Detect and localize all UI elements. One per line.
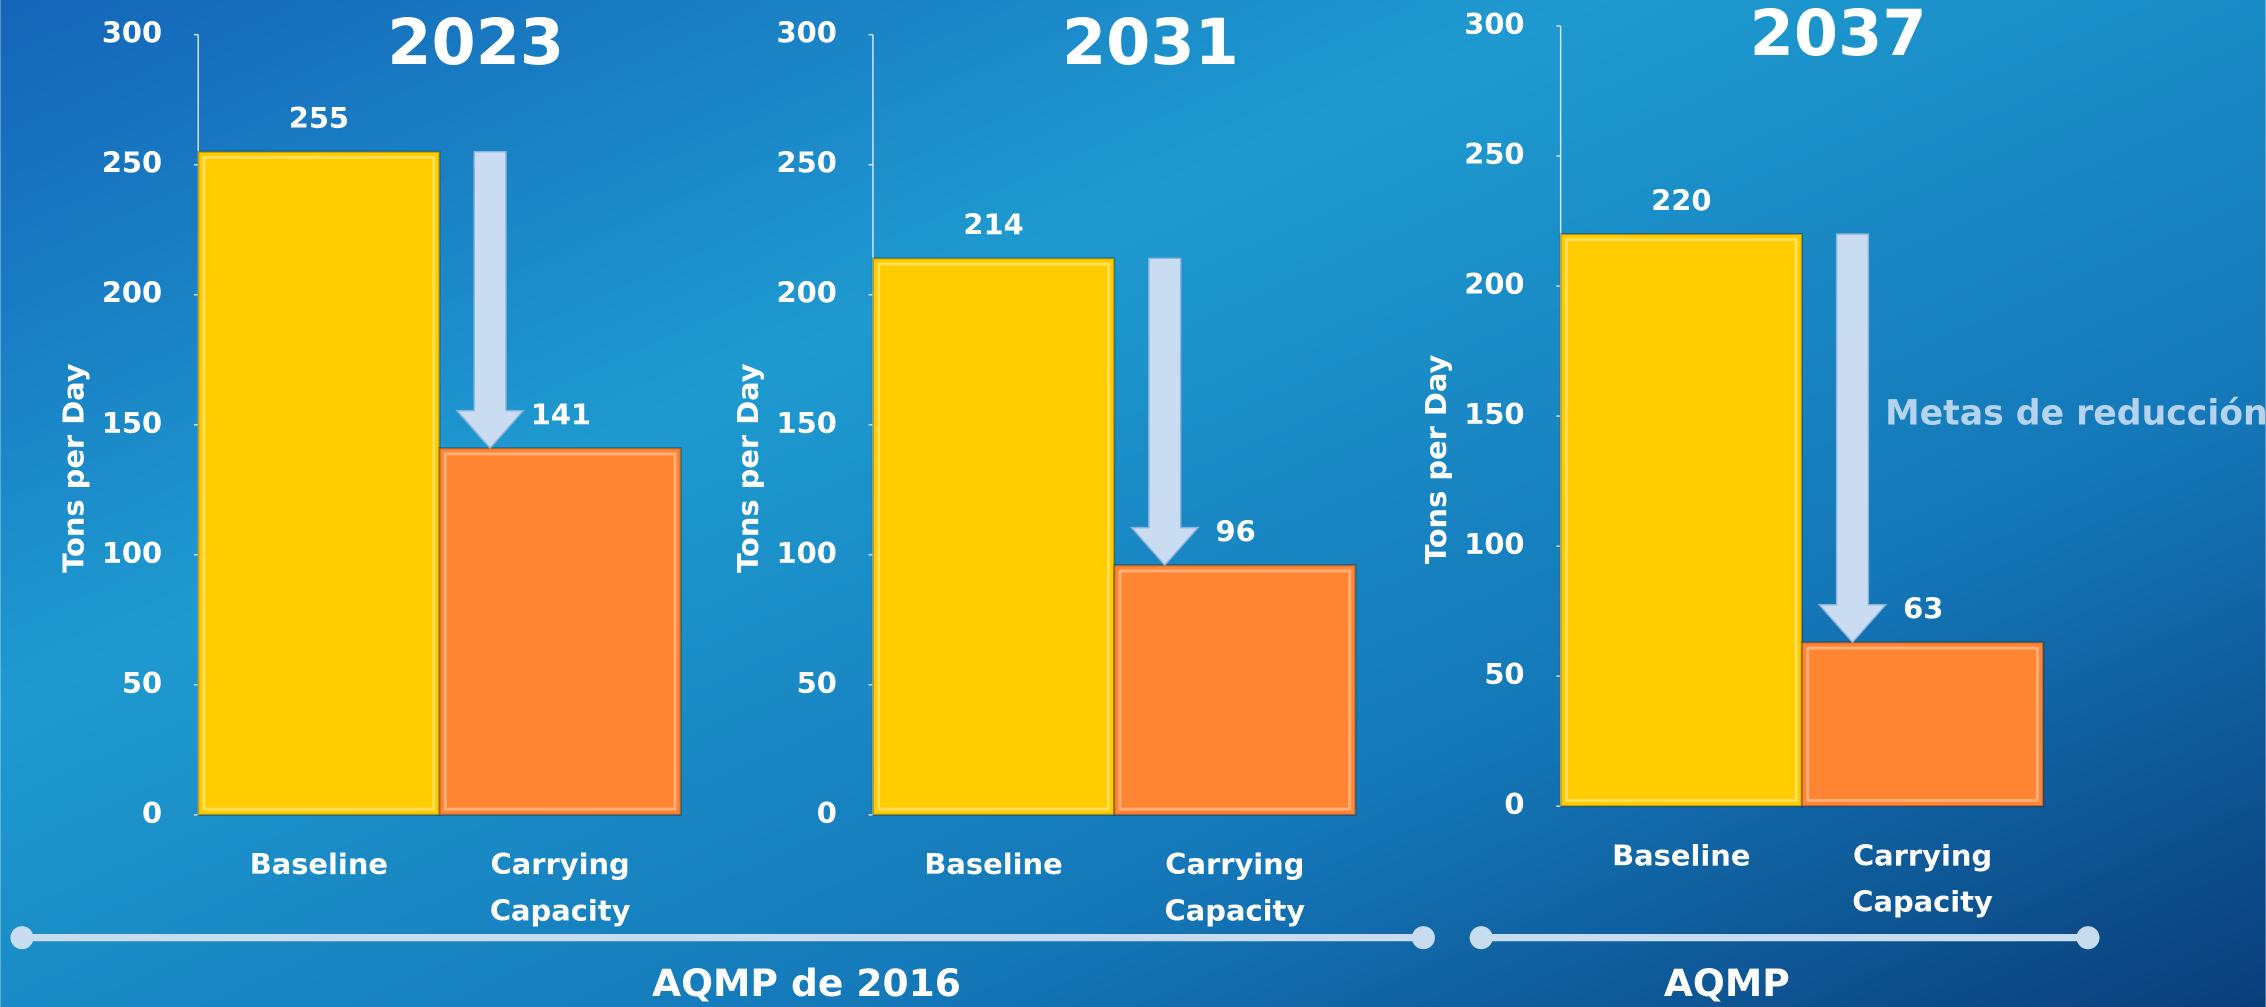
x-tick-label: Baseline — [249, 846, 389, 882]
y-tick-label: 200 — [777, 276, 837, 310]
value-label: 255 — [289, 101, 349, 135]
x-tick-label: Carrying Capacity — [1164, 846, 1306, 928]
reduction-arrow — [455, 150, 525, 450]
y-tick-label: 250 — [777, 146, 837, 180]
x-tick-label: Baseline — [1612, 837, 1751, 873]
reduction-label: Metas de reducción — [1885, 394, 2266, 434]
group-label: AQMP de 2016 — [652, 961, 961, 1005]
y-tick-label: 200 — [1464, 267, 1524, 301]
group-label: AQMP — [1664, 961, 1790, 1005]
x-tick-label-box: Baseline — [1612, 837, 1751, 873]
value-label: 214 — [963, 208, 1023, 242]
y-tick-label: 100 — [102, 536, 162, 570]
x-tick-label-box: Carrying Capacity — [1164, 846, 1306, 928]
y-tick-label: 50 — [1484, 657, 1524, 691]
chart-title: 2037 — [1750, 0, 1927, 70]
x-tick-label: Baseline — [924, 846, 1063, 882]
y-tick-label: 300 — [102, 16, 162, 50]
x-tick-label: Carrying Capacity — [489, 846, 631, 928]
bar-bevel — [1118, 569, 1352, 811]
y-tick-label: 0 — [142, 796, 162, 830]
x-tick-label: Carrying Capacity — [1852, 837, 1993, 919]
y-tick-label: 0 — [1504, 787, 1524, 821]
y-tick-label: 150 — [102, 406, 162, 440]
bar-bevel — [443, 452, 677, 811]
value-label: 220 — [1651, 183, 1711, 217]
bar-bevel — [202, 156, 436, 811]
y-tick-label: 100 — [777, 536, 837, 570]
y-tick-label: 150 — [777, 406, 837, 440]
bar — [1800, 641, 2045, 808]
chart-title: 2031 — [1062, 5, 1239, 79]
value-label: 96 — [1215, 514, 1255, 548]
y-tick-label: 50 — [122, 666, 162, 700]
bar-bevel — [1564, 238, 1798, 802]
bar — [1559, 232, 1804, 808]
y-tick-label: 250 — [102, 146, 162, 180]
reduction-arrow — [1129, 257, 1200, 567]
y-axis-label: Tons per Day — [731, 363, 765, 573]
bar — [438, 447, 682, 816]
y-tick-label: 100 — [1464, 527, 1524, 561]
x-tick-label-box: Baseline — [249, 846, 389, 882]
group-dot — [10, 926, 34, 950]
y-tick-label: 50 — [797, 666, 837, 700]
bar-bevel — [1806, 646, 2039, 802]
chart-title: 2023 — [387, 5, 564, 79]
y-tick-label: 150 — [1464, 397, 1524, 431]
bar — [197, 150, 441, 816]
y-tick-label: 300 — [777, 16, 837, 50]
group-dot — [2076, 926, 2100, 950]
value-label: 63 — [1903, 592, 1943, 626]
value-label: 141 — [531, 397, 591, 431]
x-tick-label-box: Carrying Capacity — [489, 846, 631, 928]
y-axis-label: Tons per Day — [1419, 355, 1453, 565]
x-tick-label-box: Baseline — [924, 846, 1063, 882]
group-dot — [1411, 926, 1435, 950]
y-tick-label: 200 — [102, 276, 162, 310]
bar — [871, 257, 1116, 816]
y-tick-label: 0 — [817, 796, 837, 830]
y-tick-label: 300 — [1464, 7, 1524, 41]
bar — [1113, 564, 1357, 816]
bar-bevel — [877, 262, 1110, 811]
group-dot — [1469, 926, 1493, 950]
reduction-arrow — [1817, 233, 1888, 644]
y-tick-label: 250 — [1464, 137, 1524, 171]
x-tick-label-box: Carrying Capacity — [1852, 837, 1993, 919]
y-axis-label: Tons per Day — [56, 363, 90, 573]
